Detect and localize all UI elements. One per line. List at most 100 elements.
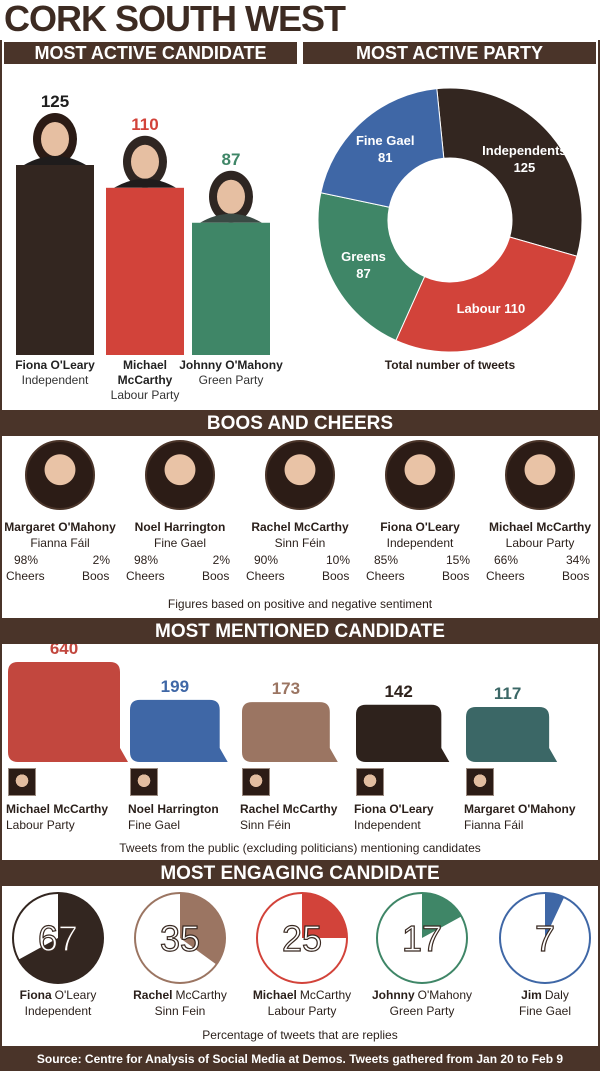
engaging-pie-slice	[18, 893, 103, 983]
party-slice-name: Fine Gael	[356, 133, 415, 148]
boos-percent: 2%	[92, 553, 110, 567]
cheers-label: Cheers	[126, 569, 165, 583]
candidate-bar-value: 87	[222, 150, 241, 169]
cheers-label: Cheers	[366, 569, 405, 583]
page-title: CORK SOUTH WEST	[4, 0, 346, 39]
candidate-name: Michael	[123, 358, 167, 372]
engaging-party: Fine Gael	[518, 1004, 572, 1018]
engaging-candidate-name: Michael McCarthy	[242, 988, 362, 1003]
boos-percent: 34%	[565, 553, 590, 567]
candidate-party: Fianna Fáil	[30, 536, 90, 550]
candidate-bar-value: 110	[131, 115, 158, 134]
candidate-name: Michael McCarthy	[6, 802, 109, 816]
candidate-bar	[192, 222, 270, 355]
engaging-value: 7	[535, 918, 555, 959]
engaging-pie-row: 67 35 25 17 7	[12, 892, 591, 984]
engaging-last-name: O'Mahony	[417, 988, 472, 1002]
engaging-caption: Percentage of tweets that are replies	[202, 1028, 398, 1042]
engaging-last-name: McCarthy	[299, 988, 352, 1002]
candidate-bar-value: 125	[41, 92, 69, 111]
candidate-name: Noel Harrington	[128, 802, 219, 816]
candidate-thumbnail	[356, 768, 384, 796]
boos-label: Boos	[562, 569, 590, 583]
candidate-name: Rachel McCarthy	[240, 802, 338, 816]
party-slice-value: 81	[378, 150, 392, 165]
most-mentioned-header: MOST MENTIONED CANDIDATE	[0, 620, 600, 644]
candidate-party: Green Party	[199, 373, 264, 387]
most-active-party-header: MOST ACTIVE PARTY	[303, 42, 596, 64]
party-caption: Total number of tweets	[384, 358, 516, 372]
engaging-candidate-name: Johnny O'Mahony	[362, 988, 482, 1003]
section-frame-mentioned	[0, 620, 600, 862]
section-frame-boos	[0, 412, 600, 620]
most-active-candidate-header: MOST ACTIVE CANDIDATE	[4, 42, 297, 64]
candidate-name: Rachel McCarthy	[251, 520, 349, 534]
mention-value: 117	[494, 684, 521, 703]
engaging-last-name: O'Leary	[54, 988, 97, 1002]
mention-bubble	[130, 699, 228, 762]
candidate-party: Independent	[354, 818, 421, 832]
mentioned-bubble-chart: 640 199 173 142 117	[8, 644, 558, 762]
party-slice	[320, 88, 445, 208]
candidate-portrait	[145, 440, 215, 510]
engaging-candidate-name: Fiona O'Leary	[0, 988, 118, 1003]
engaging-value: 25	[282, 918, 322, 959]
most-engaging-header: MOST ENGAGING CANDIDATE	[0, 862, 600, 886]
candidate-party: Sinn Féin	[274, 536, 326, 550]
candidate-name: Margaret O'Mahony	[4, 520, 116, 534]
cheers-percent: 66%	[494, 553, 519, 567]
boos-label: Boos	[442, 569, 470, 583]
cheers-percent: 85%	[374, 553, 399, 567]
candidate-name: Margaret O'Mahony	[464, 802, 576, 816]
boos-label: Boos	[202, 569, 230, 583]
mention-value: 640	[50, 644, 78, 658]
candidate-photo	[24, 113, 86, 165]
engaging-party: Green Party	[389, 1004, 455, 1018]
candidate-name: Fiona O'Leary	[354, 802, 434, 816]
engaging-pie-slice	[545, 893, 565, 938]
engaging-candidate-name: Jim Daly	[485, 988, 600, 1003]
engaging-first-name: Fiona	[19, 988, 52, 1002]
candidate-party: Fine Gael	[128, 818, 181, 832]
candidate-portrait	[505, 440, 575, 510]
boos-caption: Figures based on positive and negative s…	[167, 597, 433, 611]
engaging-party: Labour Party	[267, 1004, 337, 1018]
engaging-first-name: Jim	[521, 988, 542, 1002]
candidate-party: Independent	[22, 373, 89, 387]
engaging-value: 17	[402, 918, 442, 959]
candidate-photo	[200, 170, 262, 223]
candidate-name: Johnny O'Mahony	[179, 358, 283, 372]
engaging-first-name: Rachel	[133, 988, 173, 1002]
candidate-name: Fiona O'Leary	[380, 520, 460, 534]
candidate-party: Independent	[386, 536, 454, 550]
mention-bubble	[242, 702, 338, 762]
cheers-label: Cheers	[246, 569, 285, 583]
candidate-party: Fine Gael	[153, 536, 207, 550]
mention-value: 142	[384, 682, 412, 701]
donut-hole	[388, 158, 512, 282]
candidate-name: Noel Harrington	[134, 520, 226, 534]
candidate-name: Fiona O'Leary	[15, 358, 95, 372]
mentioned-caption: Tweets from the public (excluding politi…	[119, 841, 481, 855]
engaging-first-name: Michael	[252, 988, 297, 1002]
candidate-bar	[16, 165, 94, 355]
section-frame-active	[0, 40, 600, 412]
source-footer: Source: Centre for Analysis of Social Me…	[0, 1047, 600, 1071]
engaging-value: 67	[38, 918, 78, 959]
engaging-pie-slice	[302, 893, 347, 938]
party-slice-value: 87	[356, 266, 370, 281]
candidate-thumbnail	[466, 768, 494, 796]
candidate-thumbnail	[130, 768, 158, 796]
boos-percent: 15%	[445, 553, 470, 567]
candidate-portrait	[25, 440, 95, 510]
mention-value: 173	[272, 679, 300, 698]
candidate-thumbnail	[242, 768, 270, 796]
engaging-first-name: Johnny	[372, 988, 415, 1002]
cheers-label: Cheers	[486, 569, 525, 583]
candidate-thumbnail	[8, 768, 36, 796]
boos-label: Boos	[82, 569, 110, 583]
party-slice-label: Labour 110	[457, 301, 526, 316]
cheers-label: Cheers	[6, 569, 45, 583]
party-slice-value: 125	[514, 160, 536, 175]
